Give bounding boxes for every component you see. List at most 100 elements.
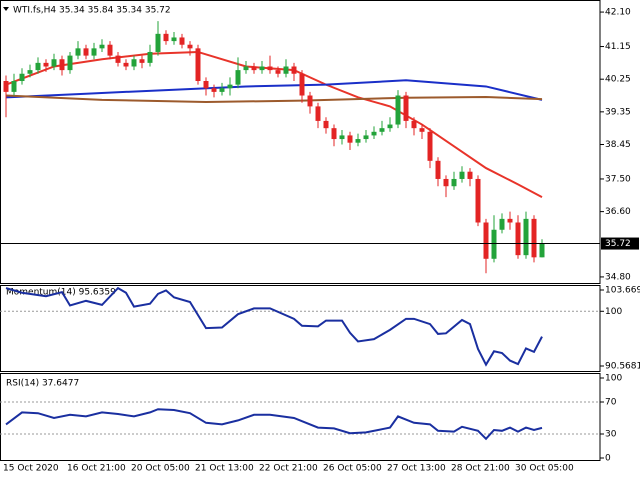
candle-body: [187, 44, 193, 49]
candle-body: [83, 48, 89, 56]
y-tick-label: 38.45: [605, 140, 631, 150]
candle-body: [75, 48, 81, 56]
y-tick-label: 40.25: [605, 75, 631, 85]
y-tick-label: 100: [605, 374, 622, 384]
candle-body: [315, 106, 321, 121]
y-tick-label: 103.6693: [605, 286, 640, 296]
candle-body: [147, 51, 153, 63]
symbol-marker: [3, 7, 9, 11]
y-tick-label: 36.60: [605, 207, 631, 217]
candle-body: [155, 33, 161, 52]
candle-body: [107, 44, 113, 56]
candle-body: [123, 62, 129, 67]
x-tick-label: 21 Oct 13:00: [195, 464, 254, 474]
panel-frame: [0, 373, 601, 461]
candle-body: [227, 84, 233, 89]
candle-body: [331, 128, 337, 140]
candle-body: [195, 48, 201, 82]
candle-body: [427, 131, 433, 161]
candle-body: [235, 70, 241, 85]
candle-body: [267, 66, 273, 71]
x-tick-label: 22 Oct 21:00: [259, 464, 318, 474]
candle-body: [259, 66, 265, 71]
indicator-line: [5, 286, 543, 367]
y-tick-label: 39.35: [605, 107, 631, 117]
candle-body: [211, 88, 217, 92]
y-tick-label: 42.10: [605, 8, 631, 18]
candle-body: [291, 66, 297, 74]
candle-body: [515, 222, 521, 256]
candle-body: [323, 120, 329, 129]
candle-body: [539, 243, 545, 258]
candle-body: [475, 178, 481, 223]
candle-body: [395, 95, 401, 125]
candle-body: [283, 66, 289, 74]
y-tick-label: 37.50: [605, 174, 631, 184]
candle-body: [299, 73, 305, 96]
candle-body: [483, 222, 489, 259]
chart-title: WTI.fs,H4 35.34 35.84 35.34 35.72: [13, 6, 171, 16]
x-tick-label: 20 Oct 05:00: [131, 464, 190, 474]
candle-body: [43, 62, 49, 67]
candle-body: [219, 88, 225, 92]
x-tick-label: 16 Oct 21:00: [67, 464, 126, 474]
candle-body: [51, 59, 57, 67]
candle-body: [131, 59, 137, 67]
candle-body: [387, 124, 393, 129]
indicator-line: [5, 408, 543, 441]
candle-body: [171, 37, 177, 42]
x-tick-label: 27 Oct 13:00: [387, 464, 446, 474]
candle-body: [243, 66, 249, 71]
candle-body: [251, 66, 257, 71]
indicator-title: RSI(14) 37.6477: [6, 379, 79, 389]
candle-body: [307, 95, 313, 107]
candle-body: [339, 135, 345, 140]
candle-body: [443, 178, 449, 187]
candle-body: [59, 59, 65, 71]
panel-frame: [0, 0, 601, 284]
candle-body: [139, 59, 145, 63]
price-label: 35.72: [605, 239, 631, 249]
y-tick-label: 90.5681: [605, 362, 640, 372]
candle-body: [179, 37, 185, 45]
candle-body: [67, 55, 73, 71]
candle-body: [451, 178, 457, 187]
candle-body: [203, 81, 209, 89]
candle-body: [459, 171, 465, 179]
candle-body: [435, 160, 441, 179]
y-tick-label: 70: [605, 398, 617, 408]
candle-body: [531, 218, 537, 258]
candle-body: [411, 120, 417, 129]
candle-body: [3, 81, 9, 92]
candle-body: [379, 128, 385, 132]
y-tick-label: 100: [605, 307, 622, 317]
candle-body: [347, 135, 353, 143]
candle-body: [491, 229, 497, 259]
x-tick-label: 26 Oct 05:00: [323, 464, 382, 474]
panel-frame: [0, 285, 601, 372]
y-tick-label: 34.80: [605, 272, 631, 282]
candle-body: [363, 135, 369, 140]
price-label-box: [601, 237, 639, 250]
candle-body: [507, 218, 513, 223]
candle-body: [11, 81, 17, 92]
candle-body: [355, 139, 361, 143]
candle-body: [403, 95, 409, 121]
candle-body: [91, 48, 97, 56]
candle-body: [371, 131, 377, 136]
y-tick-label: 30: [605, 430, 617, 440]
candle-body: [163, 33, 169, 42]
candle-body: [467, 171, 473, 179]
candle-body: [499, 218, 505, 230]
candle-body: [99, 44, 105, 49]
moving-average: [5, 79, 543, 101]
y-tick-label: 41.15: [605, 42, 631, 52]
candle-body: [275, 70, 281, 74]
candle-body: [523, 218, 529, 256]
x-tick-label: 30 Oct 05:00: [515, 464, 574, 474]
x-tick-label: 28 Oct 21:00: [451, 464, 510, 474]
candle-body: [19, 73, 25, 82]
